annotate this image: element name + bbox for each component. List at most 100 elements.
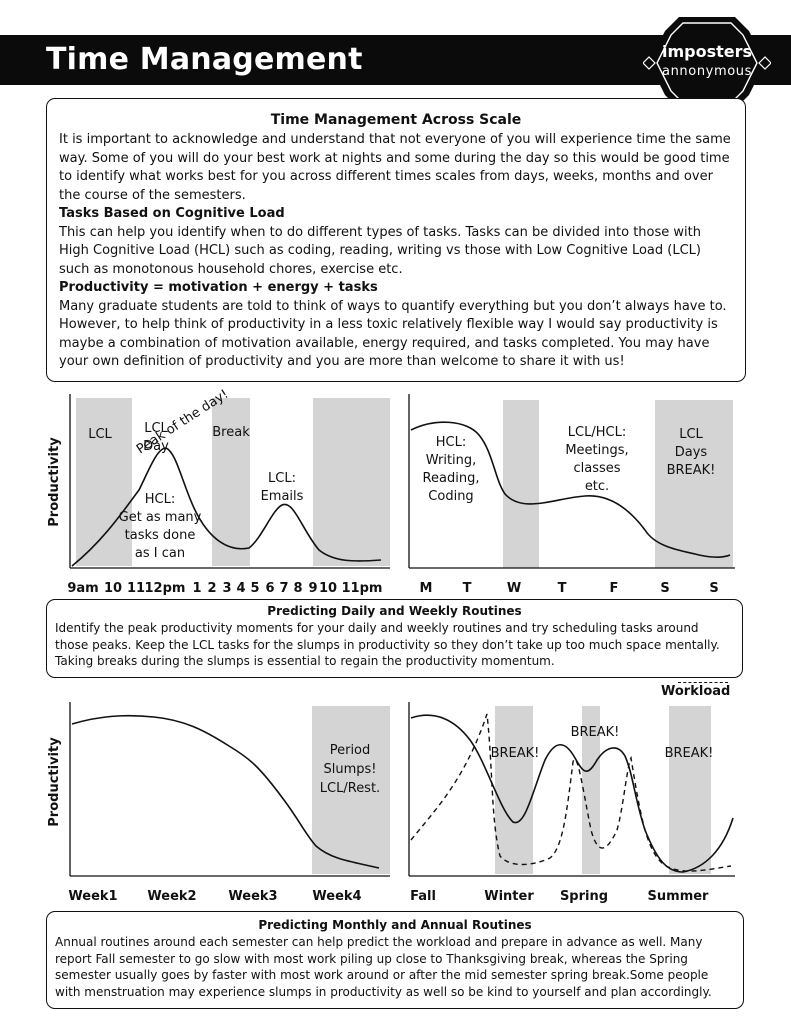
x-tick-label: M [420,581,433,596]
x-tick-label: 10 [104,581,122,596]
annotation-line: Writing, [426,453,477,468]
x-tick-label: 9am [67,581,98,596]
y-axis-label: Productivity [47,437,62,527]
weekly-productivity-chart: HCL: Writing, Reading, Coding LCL/HCL: Meeti… [408,394,735,596]
annotation-line: as I can [135,546,185,561]
shade-winter-break [495,706,533,874]
x-tick-label: T [463,581,472,596]
daily-weekly-panel: Predicting Daily and Weekly Routines Ide… [46,599,743,678]
x-tick-label: 12pm [145,581,186,596]
x-tick-label: Fall [410,889,436,904]
y-axis-label: Productivity [47,737,62,827]
annotation-line: Get as many [119,510,202,525]
logo-subtitle: annonymous [662,64,752,79]
annotation-line: HCL: [145,492,175,507]
x-axis-ticks: Week1 Week2 Week3 Week4 [68,889,361,904]
x-tick-label: 8 [293,581,302,596]
annotation-line: Meetings, [565,443,628,458]
shade-weekend [655,400,733,568]
x-axis-ticks: Fall Winter Spring Summer [410,889,709,904]
productivity-heading: Productivity = motivation + energy + tas… [59,280,378,295]
shade-spring-break [582,706,600,874]
logo-wordmark: imposters [661,42,753,61]
daily-weekly-text: Identify the peak productivity moments f… [55,621,720,668]
annotation-meetings: LCL/HCL: Meetings, classes etc. [565,425,628,494]
monthly-productivity-chart: Productivity Period Slumps! LCL/Rest. Week… [47,702,390,904]
annotation-line: tasks done [125,528,196,543]
x-tick-label: S [709,581,718,596]
annotation-line: LCL/HCL: [568,425,626,440]
monthly-annual-panel: Predicting Monthly and Annual Routines A… [46,911,744,1009]
x-tick-label: S [660,581,669,596]
x-tick-label: 3 [222,581,231,596]
productivity-curve [410,714,734,873]
annual-productivity-chart: BREAK! BREAK! BREAK! Fall Winter Spring Sum… [408,702,735,904]
annotation-line: Slumps! [323,762,376,777]
annotation-line: LCL [144,421,168,436]
break-label-summer: BREAK! [665,746,714,761]
shade-lcl [76,398,132,566]
annotation-line: Reading, [423,471,480,486]
annotation-line: etc. [585,479,609,494]
x-tick-label: Week4 [312,889,361,904]
weekly-curve [410,421,731,558]
annotation-line: Coding [428,489,473,504]
monthly-annual-text: Annual routines around each semester can… [55,935,712,999]
annotation-line: Days [675,445,708,460]
annotation-line: LCL [679,427,703,442]
annotation-hcl: HCL: Get as many tasks done as I can [119,492,202,561]
x-tick-label: 2 [207,581,216,596]
x-tick-label: W [507,581,521,596]
annotation-line: Day [143,439,169,454]
cognitive-load-heading: Tasks Based on Cognitive Load [59,206,285,221]
x-tick-label: Spring [560,889,608,904]
x-tick-label: F [610,581,619,596]
annotation-line: BREAK! [667,463,716,478]
daily-weekly-title: Predicting Daily and Weekly Routines [267,604,522,618]
workload-curve [410,713,732,872]
x-tick-label: Week3 [228,889,277,904]
shade-summer-break [669,706,711,874]
productivity-paragraph: Many graduate students are told to think… [59,298,727,370]
x-tick-label: Winter [484,889,534,904]
x-tick-label: 4 [236,581,245,596]
annotation-line: Emails [261,489,304,504]
annotation-lcl-emails: LCL: Emails LCL Day [143,421,303,504]
break-label-winter: BREAK! [491,746,540,761]
x-tick-label: 10 [319,581,337,596]
x-tick-label: 7 [279,581,288,596]
monthly-annual-title: Predicting Monthly and Annual Routines [258,918,532,932]
intro-paragraph: It is important to acknowledge and under… [59,132,731,203]
x-tick-label: 6 [265,581,274,596]
shade-label-lcl: LCL [88,427,112,442]
x-tick-label: T [558,581,567,596]
annotation-line: classes [573,461,620,476]
x-tick-label: 1 [192,581,201,596]
intro-title: Time Management Across Scale [270,112,522,128]
x-tick-label: 9 [308,581,317,596]
shade-lcl-day [503,400,539,568]
annotation-line: LCL/Rest. [320,781,380,796]
annotation-period-slumps: Period Slumps! LCL/Rest. [320,743,380,796]
annotation-weekend-break: LCL Days BREAK! [667,427,716,478]
intro-panel: Time Management Across Scale It is impor… [46,98,746,382]
x-tick-label: 11 [127,581,145,596]
page-title: Time Management [46,42,363,77]
shade-break [212,398,250,566]
break-label-spring: BREAK! [571,725,620,740]
daily-productivity-chart: Productivity LCL Break Peak of the day! … [47,387,390,596]
annotation-hcl-writing: HCL: Writing, Reading, Coding [423,435,480,504]
daily-curve [71,447,382,567]
x-tick-label: Summer [648,889,710,904]
x-tick-label: 5 [250,581,259,596]
shade-evening [313,398,390,566]
x-tick-label: 11pm [342,581,383,596]
monthly-curve [71,714,380,869]
x-tick-label: Week2 [147,889,196,904]
workload-legend-label: Workload [661,684,731,699]
annotation-line: HCL: [436,435,466,450]
annotation-line: LCL: [268,471,296,486]
annotation-line: Period [330,743,371,758]
x-tick-label: Week1 [68,889,117,904]
